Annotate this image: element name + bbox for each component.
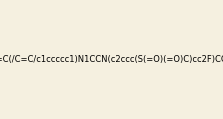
Text: O=C(/C=C/c1ccccc1)N1CCN(c2ccc(S(=O)(=O)C)cc2F)CC1: O=C(/C=C/c1ccccc1)N1CCN(c2ccc(S(=O)(=O)C… bbox=[0, 55, 223, 64]
